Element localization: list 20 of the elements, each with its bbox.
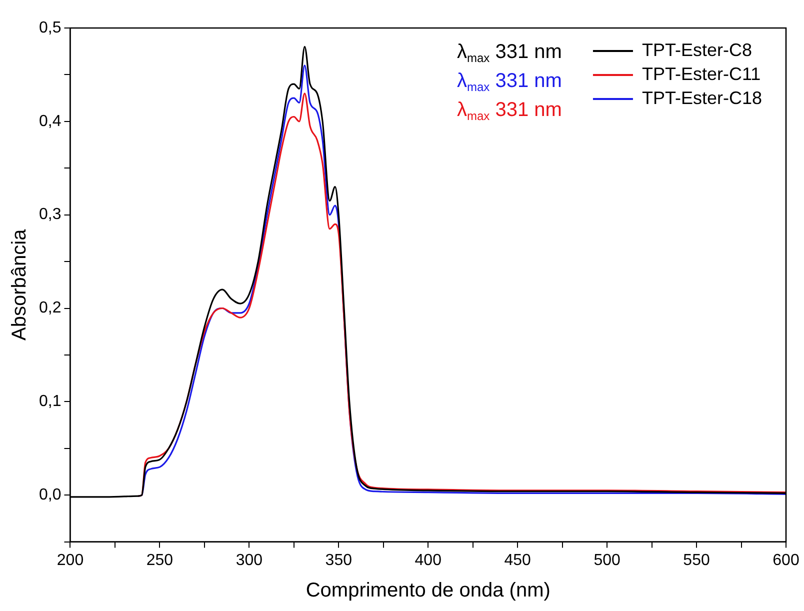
y-tick-label: 0,4 (38, 112, 62, 130)
y-axis-title: Absorbância (8, 228, 31, 340)
y-tick-label: 0,3 (38, 206, 62, 224)
x-tick-label: 350 (325, 552, 352, 569)
legend-label: TPT-Ester-C8 (642, 40, 752, 60)
x-tick-label: 400 (414, 552, 442, 569)
x-axis-title: Comprimento de onda (nm) (306, 580, 550, 602)
x-tick-label: 600 (772, 552, 800, 569)
y-tick-label: 0,0 (38, 486, 62, 504)
y-tick-label: 0,1 (38, 393, 62, 410)
legend-label: TPT-Ester-C18 (642, 88, 762, 108)
x-tick-label: 450 (504, 552, 532, 569)
y-tick-label: 0,2 (38, 300, 62, 317)
x-tick-label: 200 (56, 552, 84, 569)
x-tick-label: 500 (594, 552, 621, 569)
legend-label: TPT-Ester-C11 (642, 64, 761, 84)
x-tick-label: 550 (683, 552, 710, 569)
x-tick-label: 300 (236, 552, 263, 569)
x-tick-label: 250 (146, 552, 174, 569)
y-tick-label: 0,5 (38, 19, 62, 36)
